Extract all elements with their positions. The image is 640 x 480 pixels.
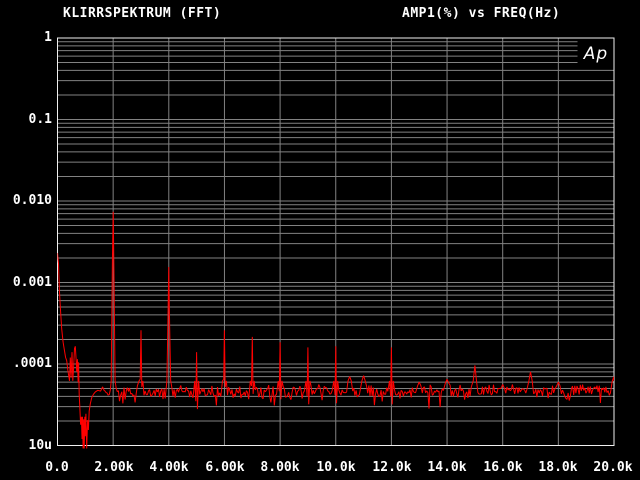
y-axis-tick-label: 0.001: [12, 275, 52, 290]
x-axis-tick-label: 8.00k: [260, 460, 300, 475]
y-axis-tick-label: 0.010: [12, 193, 52, 208]
x-axis-tick-label: 16.0k: [483, 460, 523, 475]
x-axis-tick-label: 0.0: [45, 460, 69, 475]
x-axis-tick-label: 4.00k: [149, 460, 189, 475]
x-axis-tick-label: 2.00k: [94, 460, 134, 475]
y-axis-tick-label: .0001: [12, 356, 52, 371]
x-axis-tick-label: 10.0k: [316, 460, 356, 475]
x-axis-tick-label: 12.0k: [372, 460, 412, 475]
graph-title: KLIRRSPEKTRUM (FFT): [63, 6, 222, 21]
audio-precision-logo: Ap: [579, 42, 613, 66]
y-axis-tick-label: 0.1: [28, 112, 52, 127]
y-axis-tick-label: 1: [44, 30, 52, 45]
y-axis-tick-label: 10u: [28, 438, 52, 453]
axes-units-title: AMP1(%) vs FREQ(Hz): [402, 6, 561, 21]
x-axis-tick-label: 18.0k: [538, 460, 578, 475]
x-axis-tick-label: 6.00k: [205, 460, 245, 475]
x-axis-tick-label: 20.0k: [593, 460, 633, 475]
x-axis-tick-label: 14.0k: [427, 460, 467, 475]
